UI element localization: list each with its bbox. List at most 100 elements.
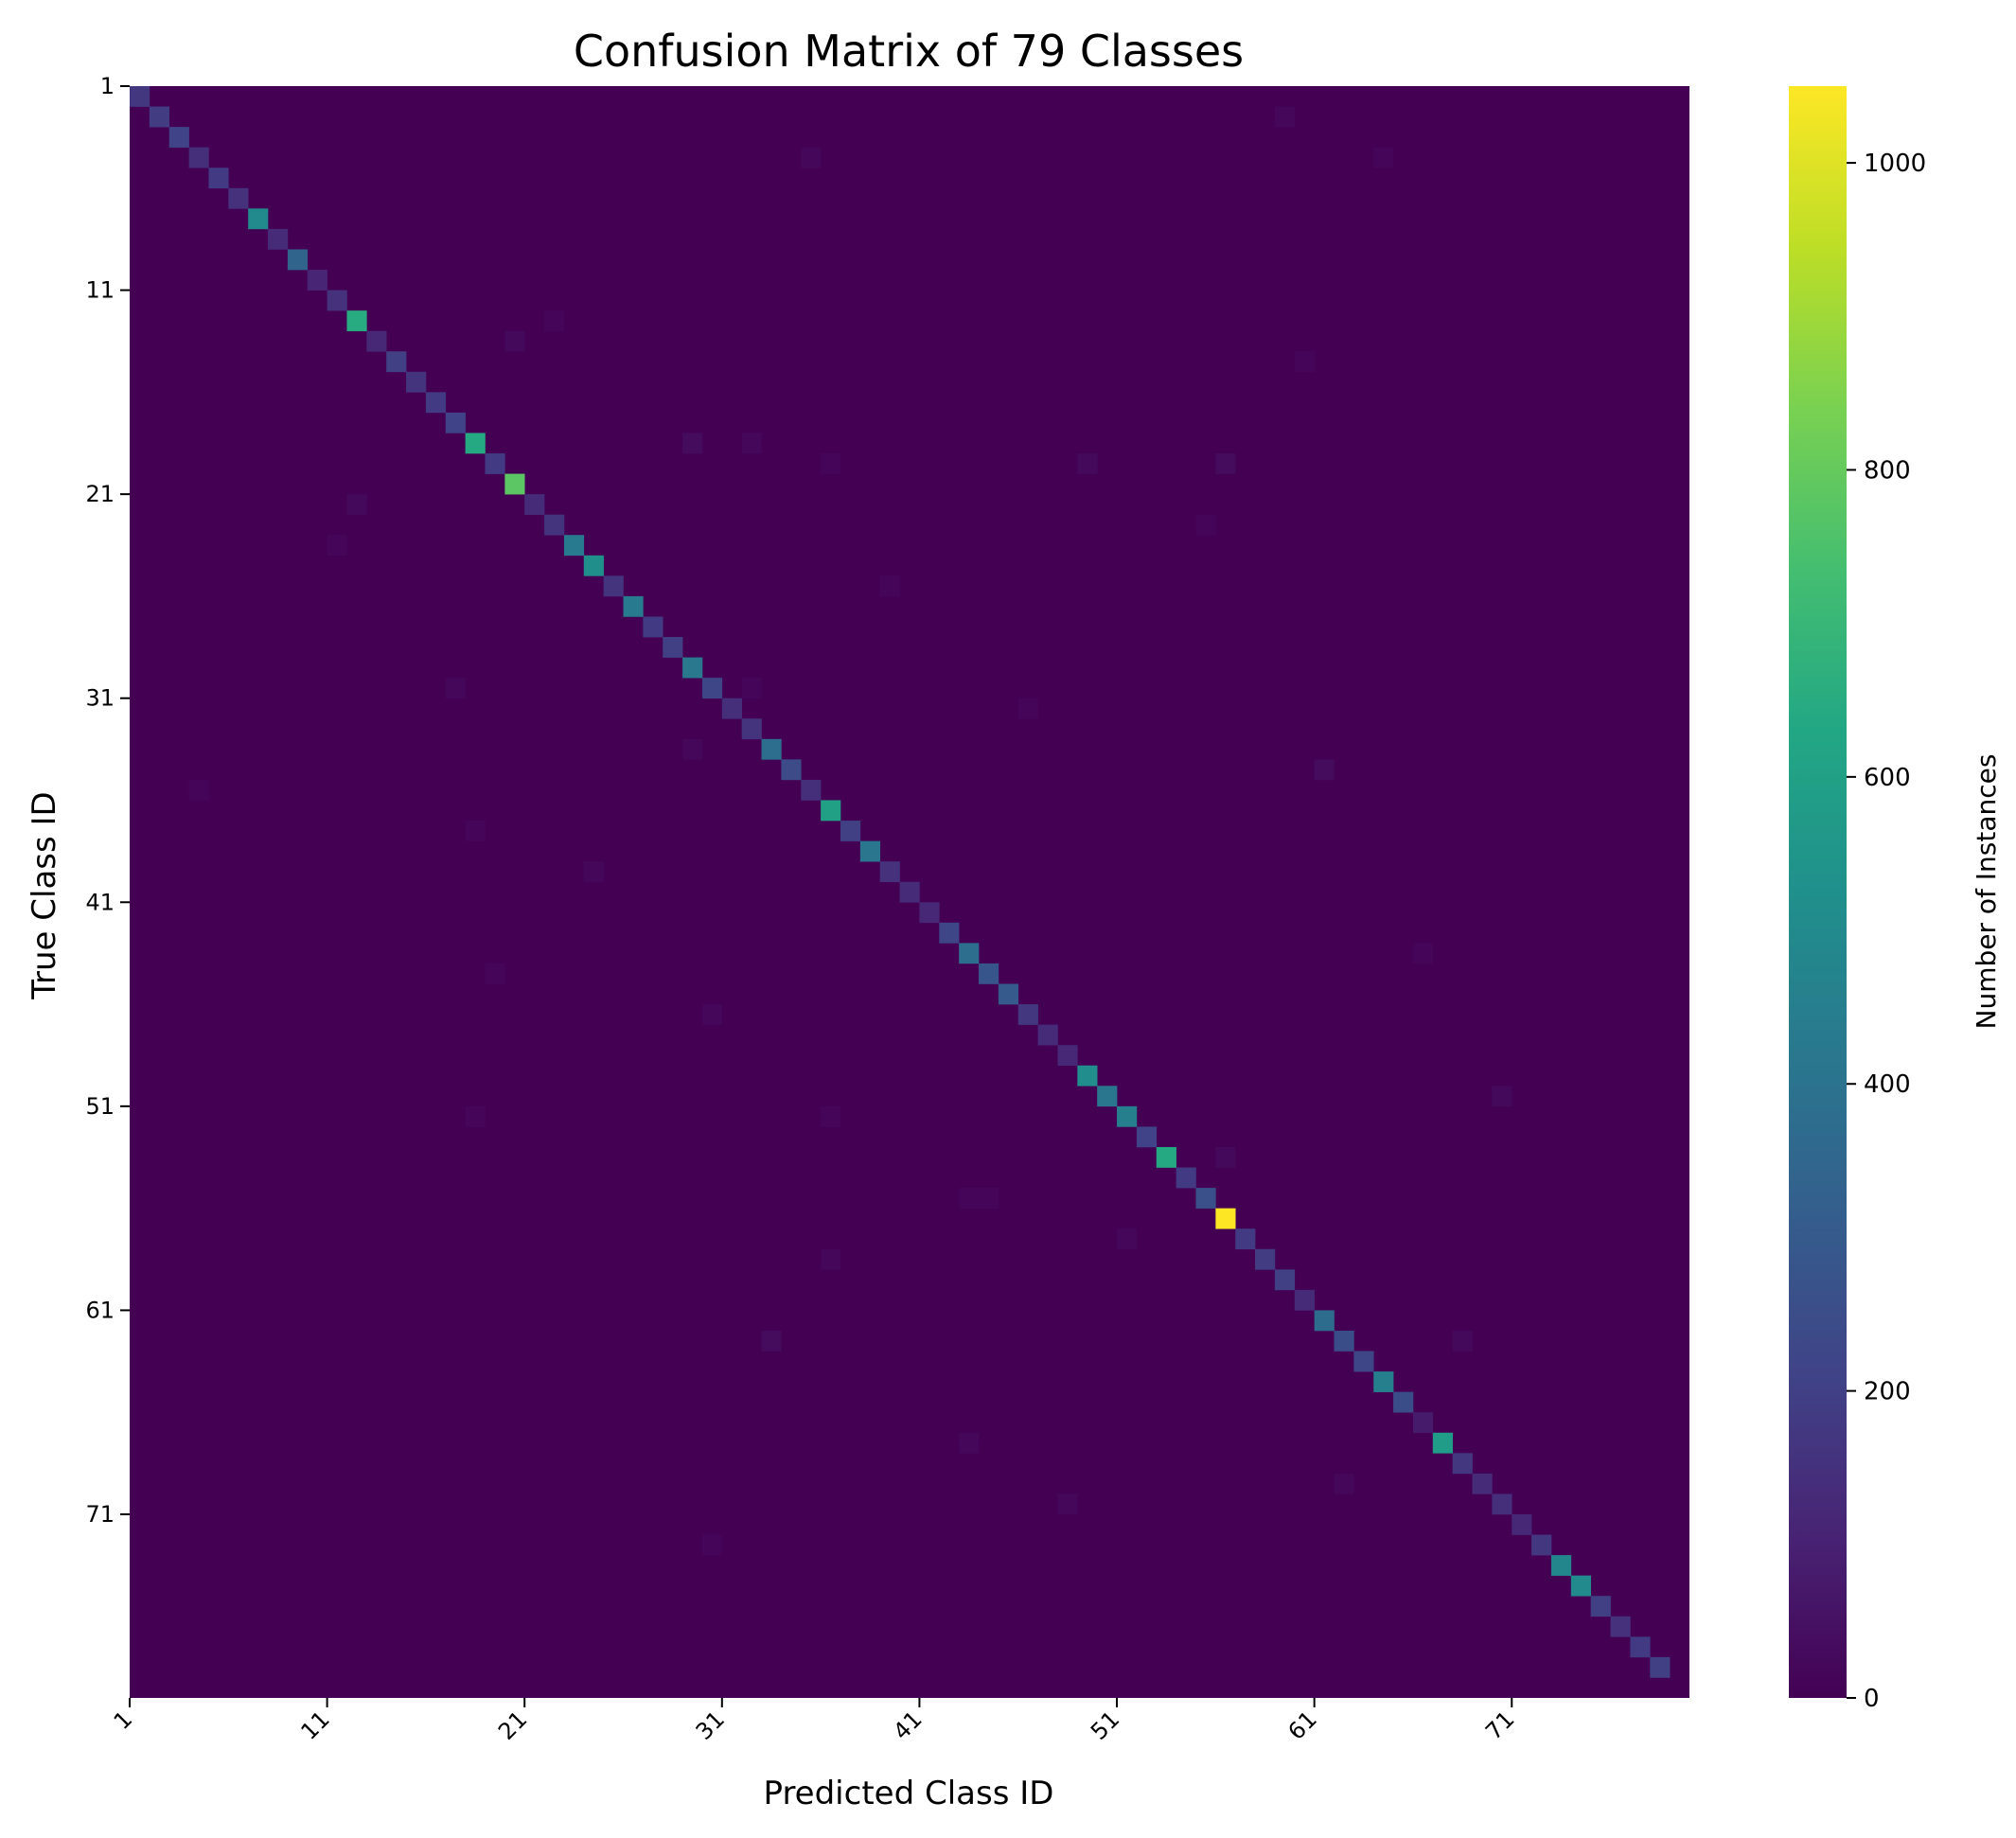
heatmap-cell-diagonal bbox=[1472, 1473, 1493, 1494]
heatmap-cell-offdiag bbox=[1215, 1146, 1236, 1168]
heatmap-cell-diagonal bbox=[524, 494, 545, 515]
heatmap-cell-diagonal bbox=[248, 208, 269, 230]
heatmap-cell-offdiag bbox=[583, 861, 604, 883]
heatmap-cell-diagonal bbox=[465, 433, 486, 454]
heatmap-cell-diagonal bbox=[1136, 1126, 1158, 1148]
heatmap-cell-diagonal bbox=[287, 249, 309, 271]
heatmap-cell-offdiag bbox=[821, 1248, 841, 1270]
heatmap-cell-offdiag bbox=[1274, 106, 1296, 128]
heatmap-cell-offdiag bbox=[504, 330, 525, 352]
x-tick-label: 11 bbox=[295, 1705, 334, 1744]
heatmap-cell-offdiag bbox=[1373, 147, 1394, 168]
y-tick-label: 31 bbox=[85, 685, 115, 712]
heatmap-cell-offdiag bbox=[485, 963, 505, 984]
heatmap-cell-diagonal bbox=[840, 821, 861, 841]
heatmap-cell-diagonal bbox=[168, 127, 189, 148]
heatmap-cell-diagonal bbox=[188, 147, 209, 168]
heatmap-cell-diagonal bbox=[761, 738, 782, 760]
heatmap-cell-offdiag bbox=[1057, 1493, 1078, 1515]
heatmap-cell-diagonal bbox=[1077, 1065, 1098, 1087]
heatmap-cell-offdiag bbox=[959, 1432, 980, 1454]
heatmap-cell-diagonal bbox=[504, 473, 525, 495]
colorbar-axis: 0 200 400 600 800 1000 bbox=[1847, 150, 1926, 1713]
heatmap-cell-offdiag bbox=[327, 535, 347, 557]
x-tick-label: 51 bbox=[1086, 1705, 1124, 1744]
heatmap-cell-offdiag bbox=[879, 575, 900, 597]
colorbar-tick-label: 200 bbox=[1864, 1378, 1911, 1406]
heatmap-cell-diagonal bbox=[1195, 1188, 1216, 1209]
heatmap-cell-diagonal bbox=[1452, 1453, 1473, 1475]
x-tick-label: 41 bbox=[888, 1705, 927, 1744]
heatmap-cell-diagonal bbox=[346, 310, 367, 331]
heatmap-cell-offdiag bbox=[445, 678, 466, 699]
heatmap-cell-diagonal bbox=[406, 371, 427, 393]
heatmap-cell-offdiag bbox=[682, 738, 703, 760]
heatmap-cell-diagonal bbox=[1097, 1086, 1118, 1107]
heatmap-cell-diagonal bbox=[1334, 1330, 1354, 1352]
heatmap-cell-diagonal bbox=[228, 187, 249, 209]
x-tick-label: 61 bbox=[1282, 1705, 1321, 1744]
heatmap-cell-diagonal bbox=[1531, 1534, 1552, 1556]
heatmap-cell-diagonal bbox=[623, 595, 644, 617]
heatmap-cell-diagonal bbox=[1294, 1289, 1315, 1311]
x-tick-label: 1 bbox=[109, 1705, 138, 1735]
heatmap-cell-diagonal bbox=[1117, 1105, 1138, 1127]
heatmap-cell-diagonal bbox=[998, 983, 1019, 1005]
heatmap-cell-diagonal bbox=[821, 800, 841, 822]
heatmap-cell-diagonal bbox=[781, 759, 802, 781]
heatmap-cell-offdiag bbox=[1017, 698, 1038, 719]
y-tick-label: 41 bbox=[85, 889, 115, 915]
colorbar-tick-label: 600 bbox=[1864, 764, 1911, 792]
heatmap-cell-diagonal bbox=[208, 168, 229, 189]
heatmap-cell-offdiag bbox=[465, 821, 486, 841]
heatmap-cell-diagonal bbox=[721, 698, 742, 719]
heatmap-cell-diagonal bbox=[1512, 1513, 1532, 1535]
heatmap-cell-diagonal bbox=[801, 779, 822, 801]
heatmap-cell-offdiag bbox=[1452, 1330, 1473, 1352]
heatmap-cell-diagonal bbox=[1353, 1351, 1374, 1372]
heatmap-cell-offdiag bbox=[701, 1004, 723, 1025]
heatmap-cell-diagonal bbox=[583, 555, 604, 576]
colorbar bbox=[1789, 86, 1847, 1698]
colorbar-tick-label: 0 bbox=[1864, 1685, 1880, 1713]
heatmap-cell-offdiag bbox=[544, 310, 565, 331]
heatmap-cell-diagonal bbox=[1314, 1310, 1335, 1332]
heatmap-cell-offdiag bbox=[761, 1330, 782, 1352]
heatmap-cell-diagonal bbox=[899, 881, 920, 903]
heatmap-cell-diagonal bbox=[859, 840, 881, 862]
heatmap-cell-offdiag bbox=[821, 453, 841, 474]
heatmap bbox=[130, 86, 1689, 1698]
heatmap-cell-diagonal bbox=[741, 718, 762, 740]
heatmap-cell-diagonal bbox=[485, 453, 505, 474]
heatmap-cell-diagonal bbox=[1037, 1024, 1058, 1046]
heatmap-cell-offdiag bbox=[741, 678, 762, 699]
y-tick-label: 61 bbox=[85, 1297, 115, 1323]
heatmap-cell-diagonal bbox=[563, 535, 585, 557]
heatmap-cell-diagonal bbox=[544, 514, 565, 536]
heatmap-cell-diagonal bbox=[1393, 1391, 1414, 1413]
heatmap-cell-diagonal bbox=[1630, 1636, 1651, 1658]
x-axis-label: Predicted Class ID bbox=[764, 1775, 1054, 1812]
heatmap-cell-offdiag bbox=[1314, 759, 1335, 781]
colorbar-label: Number of Instances bbox=[1971, 754, 2002, 1030]
heatmap-cell-offdiag bbox=[979, 1188, 999, 1209]
heatmap-cell-offdiag bbox=[682, 433, 703, 454]
chart-title: Confusion Matrix of 79 Classes bbox=[574, 26, 1244, 77]
heatmap-cell-diagonal bbox=[1412, 1412, 1434, 1434]
y-tick-label: 21 bbox=[85, 481, 115, 507]
colorbar-tick-label: 1000 bbox=[1864, 150, 1926, 178]
x-tick-label: 21 bbox=[493, 1705, 532, 1744]
heatmap-cell-diagonal bbox=[1057, 1045, 1078, 1067]
heatmap-cell-diagonal bbox=[1373, 1371, 1394, 1392]
heatmap-cell-diagonal bbox=[879, 861, 900, 883]
heatmap-cell-diagonal bbox=[939, 922, 960, 944]
heatmap-cell-diagonal bbox=[1215, 1208, 1236, 1229]
heatmap-cell-offdiag bbox=[1492, 1086, 1512, 1107]
heatmap-cell-diagonal bbox=[979, 963, 999, 984]
heatmap-cell-offdiag bbox=[1215, 453, 1236, 474]
heatmap-cell-diagonal bbox=[327, 290, 347, 311]
y-tick-label: 51 bbox=[85, 1093, 115, 1120]
heatmap-cell-diagonal bbox=[1255, 1248, 1276, 1270]
heatmap-cell-diagonal bbox=[701, 678, 723, 699]
